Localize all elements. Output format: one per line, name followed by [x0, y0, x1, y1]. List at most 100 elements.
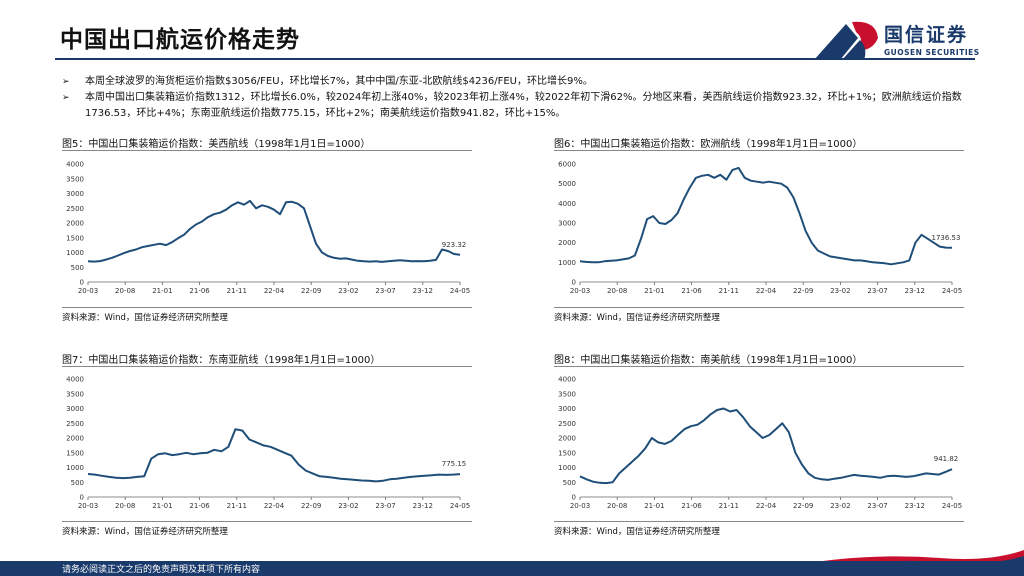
figure5-source-rule	[62, 307, 472, 308]
figure8-source: 资料来源：Wind，国信证券经济研究所整理	[554, 527, 720, 537]
series-line	[87, 199, 461, 263]
x-tick-label: 24-05	[450, 502, 470, 510]
x-tick-label: 20-03	[78, 287, 98, 295]
x-tick-label: 22-09	[301, 287, 321, 295]
x-tick-label: 23-12	[413, 287, 433, 295]
x-tick-label: 24-05	[942, 502, 962, 510]
page-title: 中国出口航运价格走势	[60, 27, 300, 53]
y-tick-label: 500	[71, 479, 84, 487]
y-tick-label: 2500	[66, 205, 84, 213]
y-tick-label: 1500	[66, 449, 84, 457]
x-tick-label: 23-02	[338, 287, 358, 295]
brand-name-en: GUOSEN SECURITIES	[884, 48, 980, 57]
y-tick-label: 2000	[66, 435, 84, 443]
y-tick-label: 4000	[66, 161, 84, 169]
x-tick-label: 22-09	[793, 287, 813, 295]
x-tick-label: 21-01	[152, 287, 172, 295]
figure6-source-rule	[554, 307, 964, 308]
x-tick-label: 20-03	[78, 502, 98, 510]
x-tick-label: 23-12	[905, 287, 925, 295]
y-tick-label: 1500	[66, 234, 84, 242]
last-value-label: 1736.53	[932, 234, 961, 242]
x-tick-label: 24-05	[942, 287, 962, 295]
x-tick-label: 23-02	[830, 287, 850, 295]
y-tick-label: 3500	[66, 390, 84, 398]
summary-bullets: ➢ 本周全球波罗的海货柜运价指数$3056/FEU，环比增长7%，其中中国/东亚…	[62, 74, 972, 122]
footer-disclaimer: 请务必阅读正文之后的免责声明及其项下所有内容	[62, 565, 261, 575]
y-tick-label: 3500	[66, 175, 84, 183]
figure8-source-rule	[554, 521, 964, 522]
x-tick-label: 21-11	[227, 502, 247, 510]
x-tick-label: 20-08	[607, 287, 627, 295]
y-tick-label: 0	[572, 279, 576, 287]
x-tick-label: 20-08	[115, 502, 135, 510]
figure7-source: 资料来源：Wind，国信证券经济研究所整理	[62, 527, 228, 537]
y-tick-label: 0	[572, 494, 576, 502]
figure5-title-rule	[62, 150, 472, 151]
y-tick-label: 0	[80, 279, 84, 287]
x-tick-label: 23-02	[338, 502, 358, 510]
x-tick-label: 23-07	[867, 502, 887, 510]
y-tick-label: 3500	[558, 390, 576, 398]
x-tick-label: 20-03	[570, 287, 590, 295]
last-value-label: 941.82	[934, 455, 959, 463]
x-tick-label: 21-06	[681, 287, 702, 295]
last-value-label: 775.15	[442, 460, 467, 468]
y-tick-label: 3000	[558, 405, 576, 413]
y-tick-label: 4000	[558, 200, 576, 208]
figure7-title-rule	[62, 366, 472, 367]
figure7-chart: 0 500 1000 1500 2000 2500 3000 3500 4000 20-03 20-…	[66, 376, 470, 511]
brand-logo: 国信证券 GUOSEN SECURITIES	[812, 18, 982, 64]
x-tick-label: 21-01	[644, 502, 664, 510]
x-tick-label: 23-07	[375, 502, 395, 510]
x-tick-label: 23-07	[375, 287, 395, 295]
series-line	[87, 428, 461, 483]
y-tick-label: 500	[563, 479, 576, 487]
x-tick-label: 21-01	[152, 502, 172, 510]
series-line	[579, 407, 953, 485]
figure5-chart: 0 500 1000 1500 2000 2500 3000 3500 4000 20-03 20-…	[66, 161, 470, 296]
footer-bar: 请务必阅读正文之后的免责声明及其项下所有内容	[0, 561, 1024, 576]
figure8-title: 图8：中国出口集装箱运价指数：南美航线（1998年1月1日=1000）	[554, 355, 863, 366]
x-tick-label: 20-03	[570, 502, 590, 510]
figure6-title-rule	[554, 150, 964, 151]
x-tick-label: 24-05	[450, 287, 470, 295]
bullet-arrow-icon: ➢	[62, 93, 70, 103]
y-tick-label: 4000	[66, 376, 84, 384]
y-tick-label: 500	[71, 264, 84, 272]
bullet-item: ➢ 本周中国出口集装箱运价指数1312，环比增长6.0%，较2024年初上涨40…	[62, 90, 972, 122]
x-tick-label: 21-06	[681, 502, 702, 510]
x-tick-label: 23-12	[413, 502, 433, 510]
bullet-item: ➢ 本周全球波罗的海货柜运价指数$3056/FEU，环比增长7%，其中中国/东亚…	[62, 74, 972, 90]
y-tick-label: 1000	[66, 464, 84, 472]
x-tick-label: 22-04	[756, 287, 777, 295]
y-tick-label: 2000	[558, 435, 576, 443]
series-line	[579, 166, 953, 266]
y-tick-label: 5000	[558, 180, 576, 188]
x-tick-label: 21-06	[189, 502, 210, 510]
y-tick-label: 2500	[558, 420, 576, 428]
x-tick-label: 21-01	[644, 287, 664, 295]
figure5-title: 图5：中国出口集装箱运价指数：美西航线（1998年1月1日=1000）	[62, 139, 371, 150]
x-tick-label: 22-09	[301, 502, 321, 510]
brand-name-cn: 国信证券	[884, 24, 969, 46]
y-tick-label: 1000	[558, 259, 576, 267]
y-tick-label: 3000	[66, 405, 84, 413]
y-tick-label: 0	[80, 494, 84, 502]
x-tick-label: 21-11	[719, 502, 739, 510]
y-tick-label: 6000	[558, 161, 576, 169]
figure8-chart: 0 500 1000 1500 2000 2500 3000 3500 4000 20-03 20-…	[558, 376, 962, 511]
y-tick-label: 4000	[558, 376, 576, 384]
y-tick-label: 2000	[558, 239, 576, 247]
brand-emblem-icon	[814, 21, 878, 60]
y-tick-label: 1000	[66, 249, 84, 257]
figure8-title-rule	[554, 366, 964, 367]
x-tick-label: 22-04	[264, 502, 285, 510]
y-tick-label: 1500	[558, 449, 576, 457]
x-tick-label: 23-12	[905, 502, 925, 510]
figure6-title: 图6：中国出口集装箱运价指数：欧洲航线（1998年1月1日=1000）	[554, 139, 863, 150]
y-tick-label: 1000	[558, 464, 576, 472]
x-tick-label: 20-08	[607, 502, 627, 510]
x-tick-label: 22-09	[793, 502, 813, 510]
y-tick-label: 2000	[66, 220, 84, 228]
